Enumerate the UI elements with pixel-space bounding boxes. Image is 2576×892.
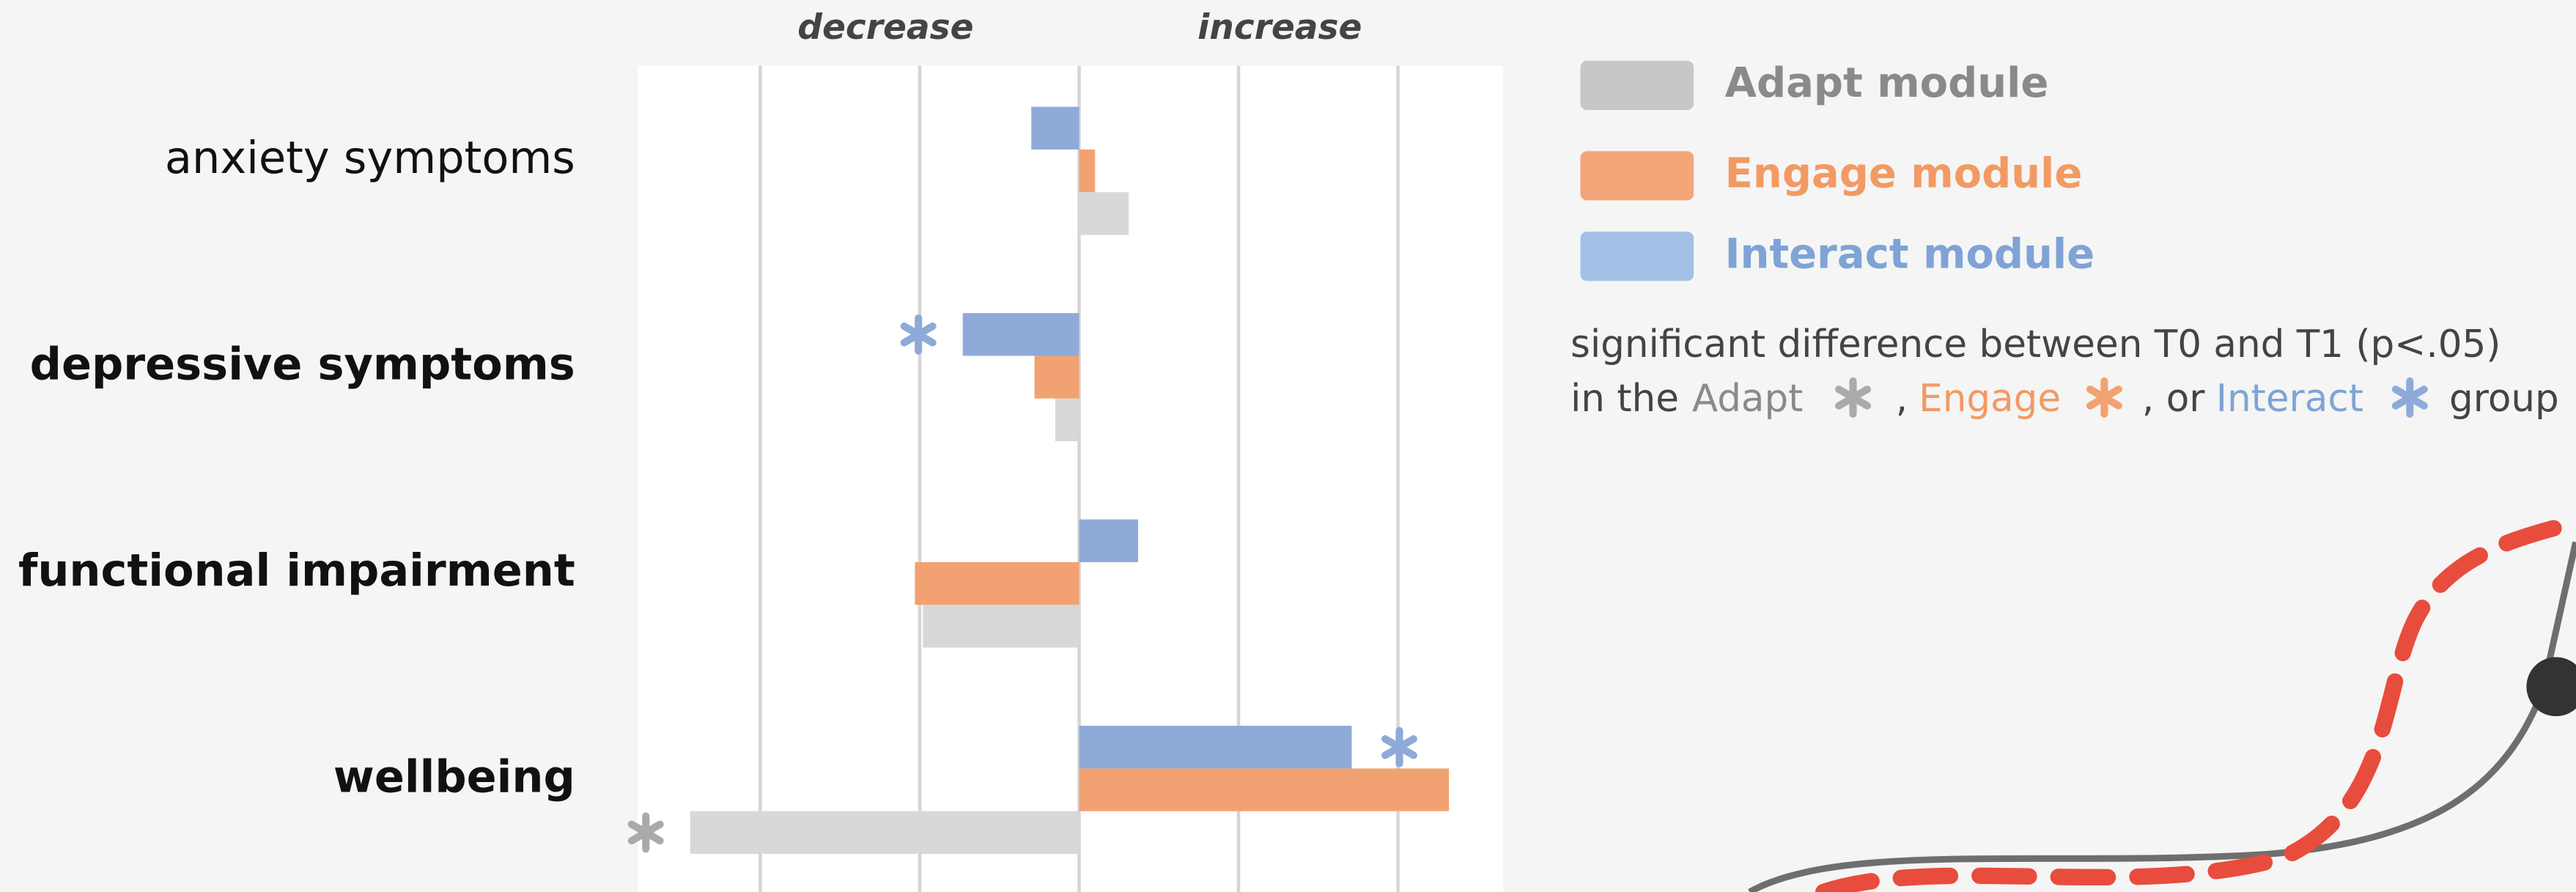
legend-swatch [1580, 60, 1694, 111]
bar [1079, 768, 1450, 811]
bar [1079, 726, 1352, 769]
bar [1079, 519, 1138, 562]
significance-asterisk [1381, 726, 1417, 767]
significance-asterisk [627, 812, 664, 853]
note-line: significant difference between T0 and T1… [1571, 322, 2501, 366]
asterisk-stroke [2391, 386, 2428, 410]
significance-asterisk [900, 314, 937, 355]
legend-label: Engage module [1725, 150, 2083, 197]
bar [1031, 106, 1080, 150]
decrease-label: decrease [797, 7, 973, 48]
bar [1079, 149, 1096, 193]
bar [915, 561, 1080, 605]
note-text: Engage [1919, 377, 2061, 421]
bar [962, 313, 1080, 356]
decor-dot [2526, 657, 2576, 717]
note-asterisk [1835, 377, 1871, 418]
note-text: group [2449, 377, 2559, 421]
legend-swatch [1580, 151, 1694, 201]
note-asterisk [2391, 377, 2428, 418]
bar [1055, 398, 1080, 442]
asterisk-stroke [627, 820, 664, 845]
asterisk-stroke [900, 322, 937, 347]
increase-label: increase [1197, 7, 1362, 48]
asterisk-stroke [2086, 386, 2122, 410]
note-text: Interact [2216, 377, 2363, 421]
note-text: Adapt [1692, 377, 1804, 421]
decoration [1748, 514, 2576, 892]
bar [690, 811, 1080, 855]
legend: Adapt module Engage module Interact module [1580, 59, 2095, 281]
bar [1079, 192, 1129, 235]
decor-line [1748, 541, 2576, 892]
decor-dashed-line [1815, 514, 2576, 892]
category-label: depressive symptoms [30, 339, 575, 391]
category-label: wellbeing [333, 752, 575, 803]
asterisk-stroke [1381, 735, 1417, 759]
legend-swatch [1580, 232, 1694, 281]
bar [923, 605, 1080, 648]
note-text: , or [2142, 377, 2205, 421]
legend-label: Adapt module [1725, 59, 2049, 107]
plot-area [637, 65, 1504, 892]
note-asterisk [2086, 377, 2122, 418]
bars [690, 106, 1450, 855]
note-text: in the [1571, 377, 1679, 421]
bar [1034, 355, 1080, 399]
note-text: , [1896, 377, 1908, 421]
category-label: anxiety symptoms [165, 133, 575, 184]
legend-label: Interact module [1725, 230, 2095, 278]
category-label: functional impairment [18, 545, 575, 597]
asterisk-stroke [1835, 386, 1871, 410]
